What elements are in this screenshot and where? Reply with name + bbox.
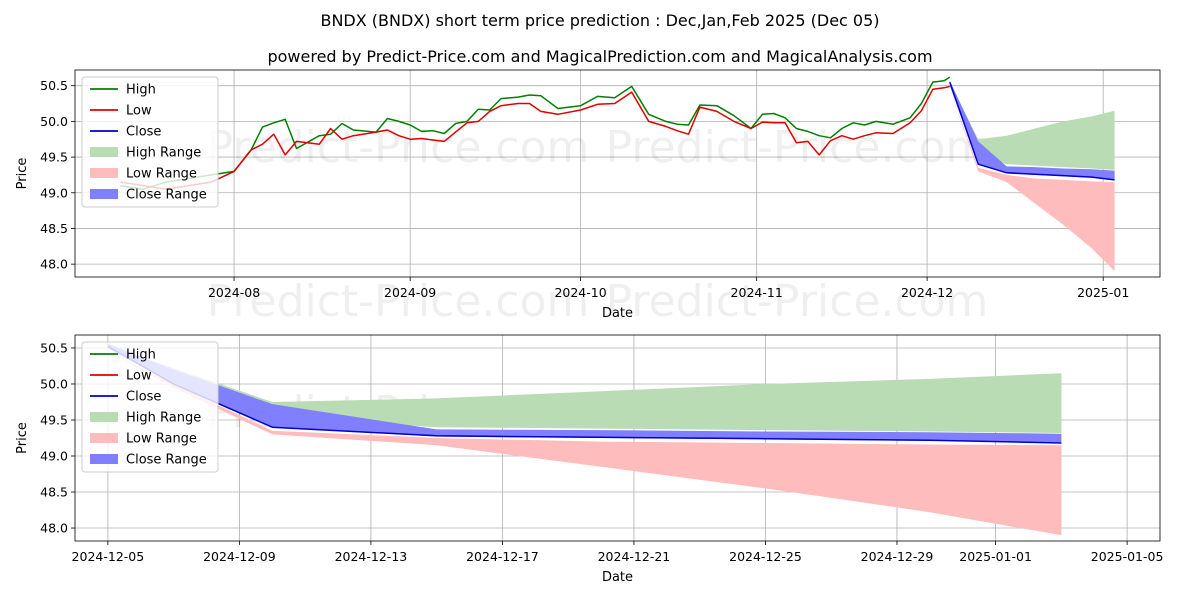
lower-panel: 2024-12-05 2024-12-09 2024-12-13 2024-12-17… bbox=[15, 334, 1164, 585]
legend-label: Low Range bbox=[126, 167, 197, 182]
y-tick-label: 49.5 bbox=[40, 150, 68, 165]
legend-label: Close bbox=[126, 390, 161, 405]
low-range-band bbox=[107, 351, 1062, 536]
legend-label: High bbox=[126, 83, 156, 98]
watermark: Predict-Price.com bbox=[207, 276, 590, 327]
legend-label: High bbox=[126, 348, 156, 363]
legend-label: Low Range bbox=[126, 432, 197, 447]
legend-swatch bbox=[90, 147, 118, 157]
legend-swatch bbox=[90, 168, 118, 178]
close-range-band bbox=[949, 80, 1115, 180]
x-tick-label: 2024-09 bbox=[384, 285, 436, 300]
y-tick-label: 49.0 bbox=[40, 449, 68, 464]
legend-label: Close Range bbox=[126, 453, 207, 468]
legend-label: Close bbox=[126, 125, 161, 140]
legend-label: Low bbox=[126, 369, 152, 384]
chart-subtitle: powered by Predict-Price.com and Magical… bbox=[267, 47, 932, 66]
y-axis-label: Price bbox=[15, 158, 30, 190]
plot-area bbox=[107, 343, 1062, 536]
high-range-band bbox=[107, 346, 1062, 433]
x-tick-label: 2025-01 bbox=[1077, 285, 1129, 300]
y-tick-label: 50.5 bbox=[40, 340, 68, 355]
y-tick-label: 48.5 bbox=[40, 221, 68, 236]
x-axis-label: Date bbox=[602, 306, 633, 321]
y-tick-label: 50.0 bbox=[40, 376, 68, 391]
x-tick-label: 2024-12-13 bbox=[335, 549, 408, 564]
low-range-band bbox=[949, 89, 1115, 272]
x-tick-label: 2024-12-29 bbox=[861, 549, 934, 564]
upper-panel: 2024-08 2024-09 2024-10 2024-11 2024-12 2025-… bbox=[15, 69, 1161, 327]
x-tick-label: 2024-10 bbox=[554, 285, 606, 300]
x-tick-label: 2024-12-09 bbox=[203, 549, 276, 564]
legend-swatch bbox=[90, 189, 118, 199]
legend-label: High Range bbox=[126, 146, 201, 161]
y-tick-label: 49.5 bbox=[40, 412, 68, 427]
y-tick-label: 48.0 bbox=[40, 257, 68, 272]
legend-swatch bbox=[90, 412, 118, 422]
legend-swatch bbox=[90, 454, 118, 464]
y-tick-label: 50.0 bbox=[40, 114, 68, 129]
legend-label: Low bbox=[126, 104, 152, 119]
chart-title: BNDX (BNDX) short term price prediction … bbox=[320, 11, 879, 30]
x-tick-label: 2024-12-25 bbox=[729, 549, 802, 564]
y-axis-label: Price bbox=[15, 422, 30, 454]
low-series-line bbox=[120, 85, 950, 190]
x-tick-label: 2024-12-17 bbox=[466, 549, 539, 564]
x-tick-label: 2024-12 bbox=[901, 285, 953, 300]
y-tick-label: 48.5 bbox=[40, 485, 68, 500]
watermark: Predict-Price.com bbox=[606, 276, 989, 327]
legend-label: Close Range bbox=[126, 188, 207, 203]
x-tick-label: 2025-01-05 bbox=[1091, 549, 1164, 564]
y-tick-label: 50.5 bbox=[40, 78, 68, 93]
watermark: Predict-Price.com bbox=[207, 122, 590, 173]
watermark: Predict-Price.com bbox=[606, 122, 989, 173]
legend-label: High Range bbox=[126, 411, 201, 426]
x-axis-label: Date bbox=[602, 570, 633, 585]
plot-area bbox=[120, 76, 1115, 272]
close-series-line bbox=[949, 81, 1115, 181]
x-tick-label: 2025-01-01 bbox=[959, 549, 1032, 564]
x-tick-label: 2024-11 bbox=[731, 285, 783, 300]
x-tick-label: 2024-12-05 bbox=[72, 549, 145, 564]
x-tick-label: 2024-12-21 bbox=[598, 549, 671, 564]
axes-frame bbox=[74, 69, 1161, 278]
y-tick-label: 48.0 bbox=[40, 521, 68, 536]
close-range-band bbox=[107, 343, 1062, 443]
legend-swatch bbox=[90, 433, 118, 443]
high-range-band bbox=[949, 82, 1115, 170]
x-tick-label: 2024-08 bbox=[208, 285, 260, 300]
axes-frame bbox=[74, 334, 1161, 542]
y-tick-label: 49.0 bbox=[40, 185, 68, 200]
